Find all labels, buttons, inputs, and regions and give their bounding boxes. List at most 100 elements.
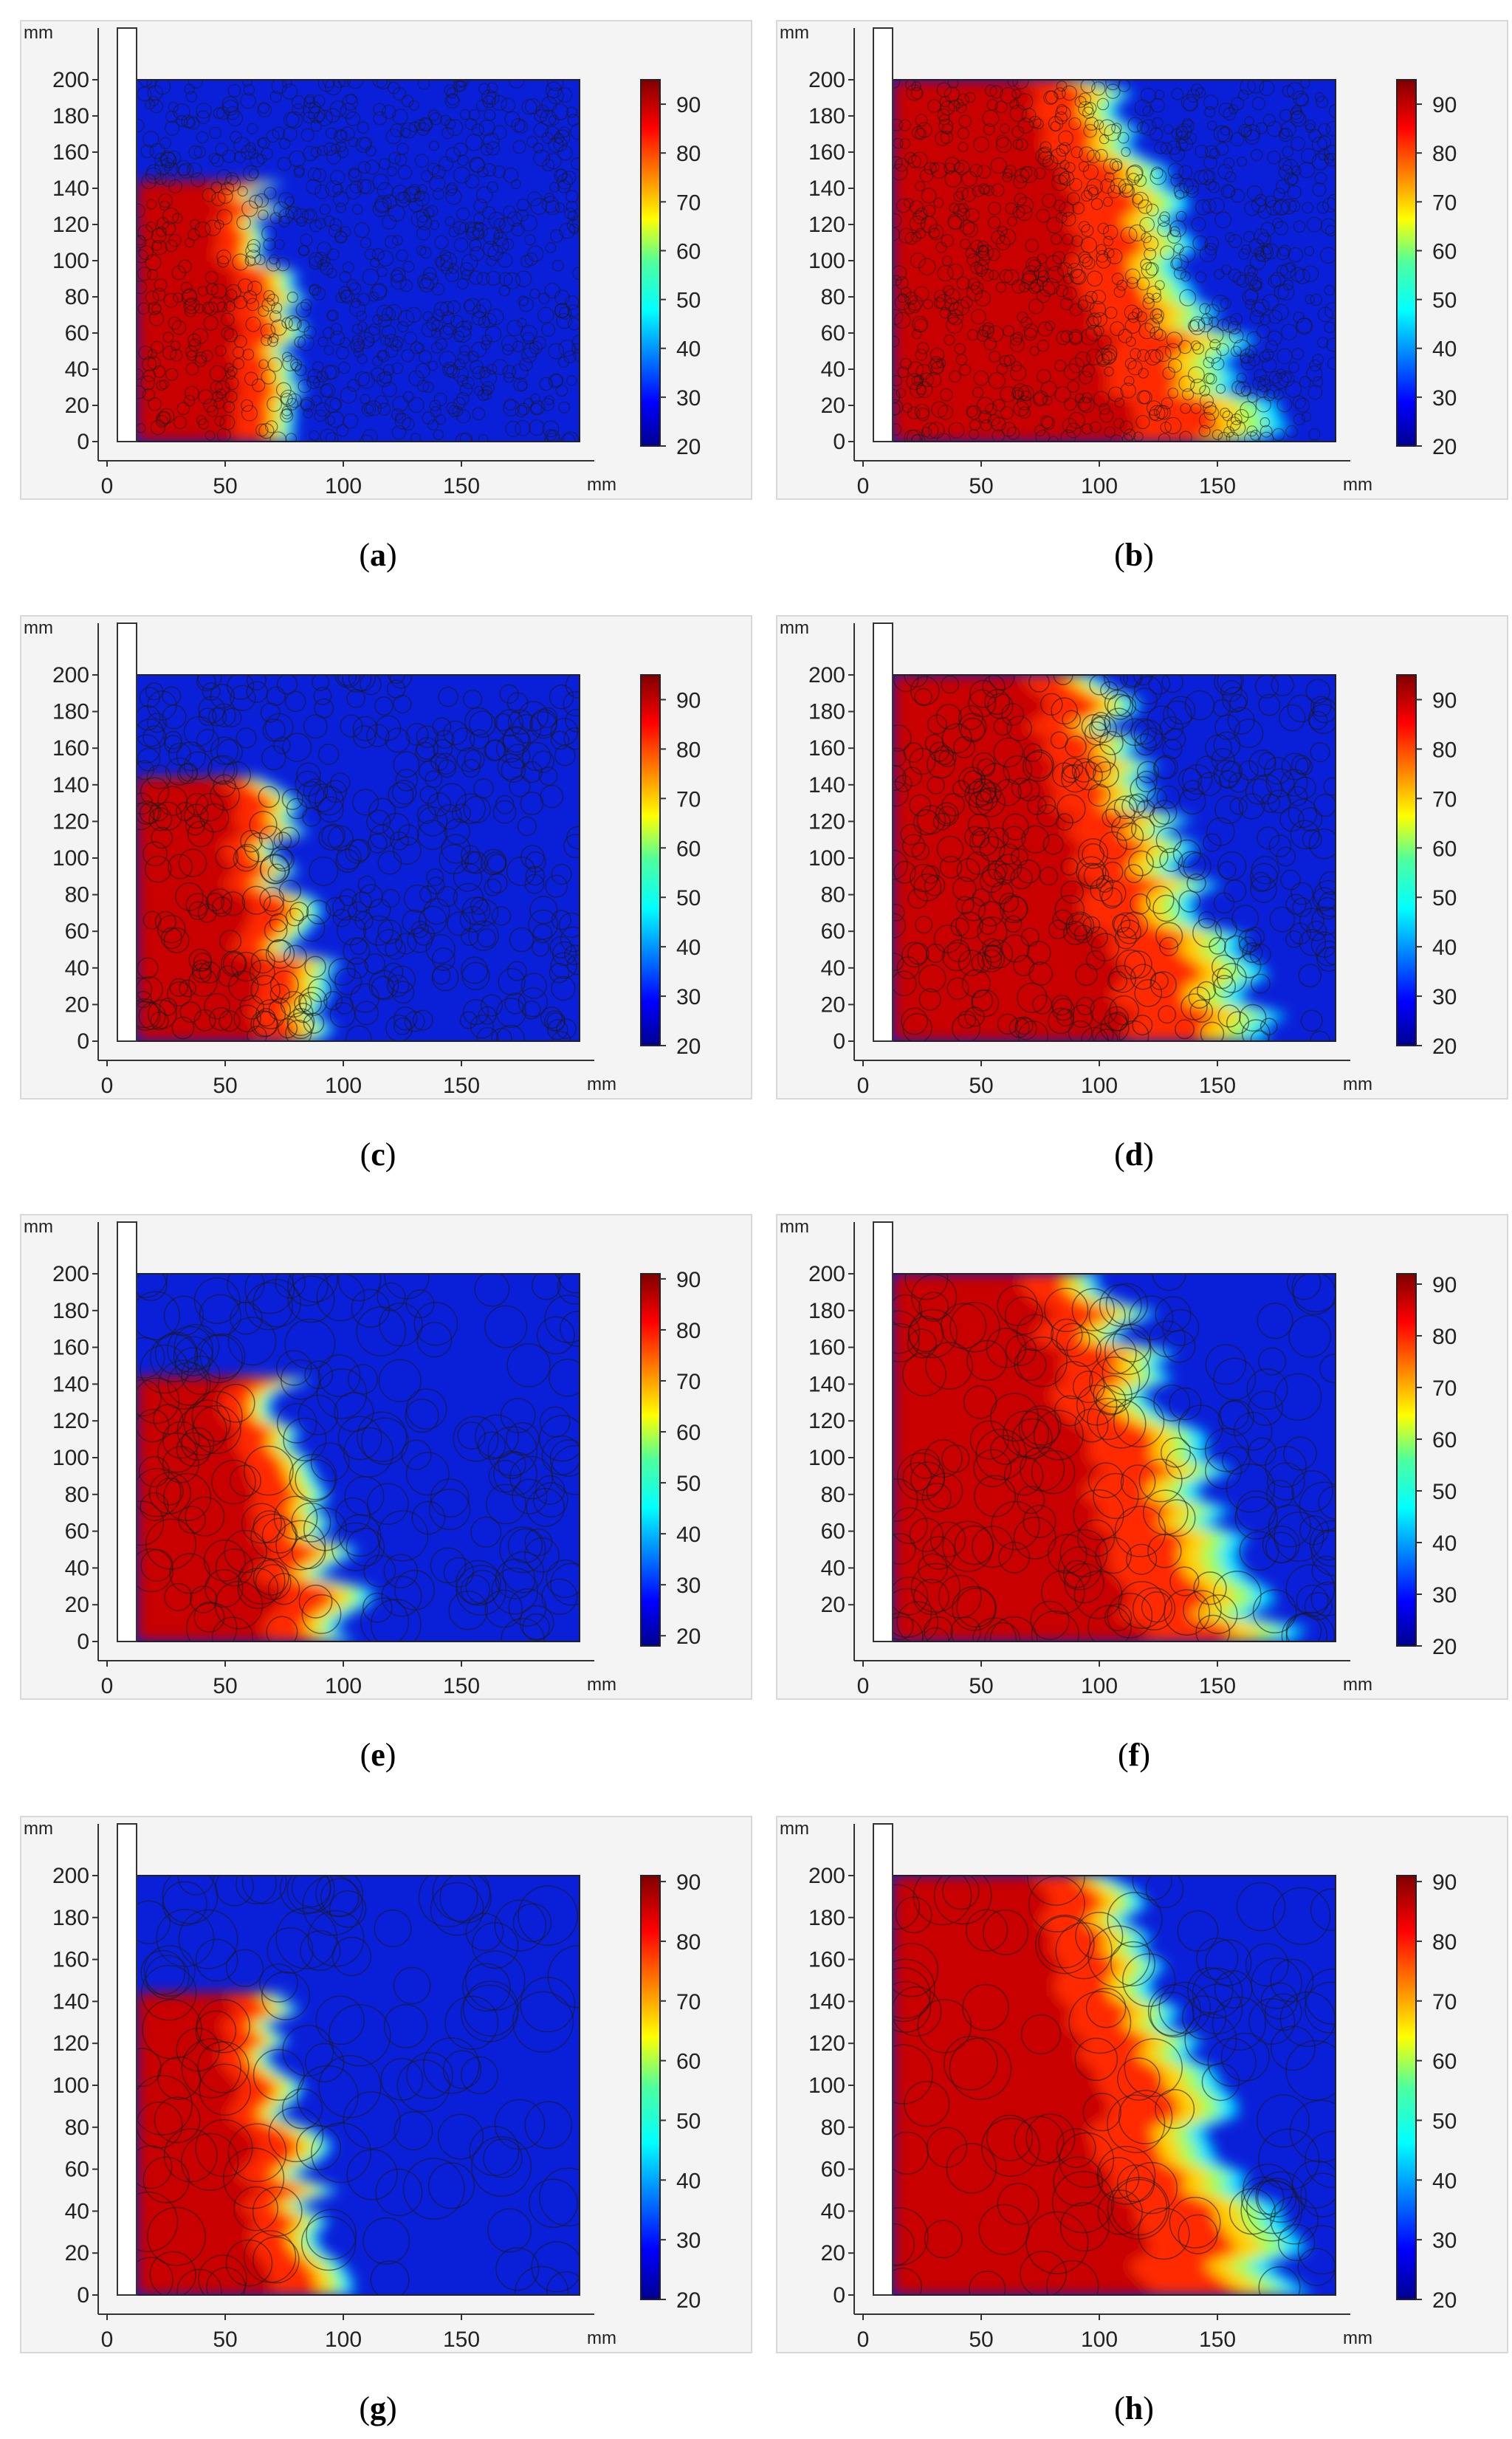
- temperature-field: [893, 80, 1336, 442]
- x-tick-label: 0: [857, 1674, 870, 1698]
- colorbar-tick-label: 90: [676, 688, 701, 713]
- y-tick-label: 60: [65, 919, 89, 944]
- y-tick-label: 160: [808, 1336, 845, 1360]
- x-tick-label: 50: [969, 1674, 993, 1698]
- y-tick-label: 140: [808, 1372, 845, 1396]
- y-tick-label: 180: [808, 700, 845, 724]
- colorbar-tick-label: 30: [676, 386, 701, 411]
- colorbar-tick-label: 40: [676, 1523, 701, 1547]
- y-tick-label: 100: [52, 2073, 89, 2098]
- x-tick-label: 0: [857, 1074, 870, 1098]
- y-tick-label: 200: [808, 68, 845, 92]
- y-tick-label: 20: [65, 992, 89, 1017]
- x-unit-label: mm: [1343, 1675, 1372, 1695]
- y-unit-label: mm: [24, 1819, 53, 1839]
- y-tick-label: 20: [65, 1593, 89, 1617]
- temperature-field: [137, 80, 580, 442]
- panel-caption: (h): [1114, 2390, 1154, 2426]
- y-tick-label: 0: [833, 430, 845, 454]
- y-tick-label: 140: [52, 1372, 89, 1396]
- y-tick-label: 40: [65, 357, 89, 382]
- colorbar-tick-label: 90: [1432, 1273, 1457, 1297]
- y-tick-label: 40: [65, 956, 89, 981]
- y-tick-label: 140: [52, 176, 89, 201]
- particles: [137, 675, 580, 1041]
- y-tick-label: 160: [52, 1948, 89, 1972]
- y-tick-label: 180: [808, 1299, 845, 1323]
- x-unit-label: mm: [1343, 1074, 1372, 1094]
- colorbar-tick-label: 70: [676, 1990, 701, 2014]
- temperature-field: [893, 1274, 1336, 1642]
- x-tick-label: 100: [1081, 1074, 1118, 1098]
- colorbar-tick-label: 40: [676, 936, 701, 960]
- colorbar-tick-label: 70: [1432, 191, 1457, 215]
- y-tick-label: 180: [808, 1906, 845, 1930]
- colorbar-tick-label: 80: [1432, 142, 1457, 166]
- x-unit-label: mm: [587, 1675, 616, 1695]
- panel-caption: (a): [359, 537, 396, 573]
- y-tick-label: 0: [77, 2283, 89, 2308]
- wall: [117, 622, 137, 1042]
- y-tick-label: 0: [77, 1029, 89, 1054]
- y-tick-label: 140: [52, 1989, 89, 2014]
- y-tick-label: 160: [52, 140, 89, 165]
- particles: [893, 80, 1336, 442]
- y-tick-label: 40: [821, 357, 845, 382]
- colorbar: [1397, 1274, 1416, 1646]
- colorbar-tick-label: 50: [676, 1472, 701, 1496]
- panel-g: 0 20 40 60 80 100 120 140 160 180 200 0 50 100 150 mm mm…: [20, 1816, 752, 2426]
- y-tick-label: 180: [52, 1299, 89, 1323]
- colorbar-tick-label: 70: [676, 787, 701, 812]
- y-unit-label: mm: [780, 618, 809, 638]
- x-tick-label: 0: [101, 474, 114, 498]
- y-unit-label: mm: [24, 1217, 53, 1237]
- y-tick-label: 100: [52, 1446, 89, 1470]
- y-tick-label: 180: [808, 104, 845, 128]
- colorbar-tick-label: 50: [676, 886, 701, 910]
- y-tick-label: 200: [52, 1262, 89, 1286]
- x-unit-label: mm: [1343, 2328, 1372, 2348]
- panel-d: 0 20 40 60 80 100 120 140 160 180 200 0 50 100 150 mm mm…: [776, 615, 1508, 1173]
- colorbar-tick-label: 80: [1432, 1930, 1457, 1955]
- x-tick-label: 50: [969, 1074, 993, 1098]
- y-tick-label: 140: [808, 176, 845, 201]
- temperature-field: [893, 675, 1336, 1041]
- x-tick-label: 50: [969, 2327, 993, 2352]
- y-tick-label: 160: [808, 140, 845, 165]
- colorbar-tick-label: 70: [676, 191, 701, 215]
- colorbar-tick-label: 80: [676, 738, 701, 762]
- wall: [117, 27, 137, 442]
- x-tick-label: 0: [857, 474, 870, 498]
- x-tick-label: 150: [443, 2327, 480, 2352]
- colorbar-tick-label: 80: [1432, 1325, 1457, 1349]
- colorbar-tick-label: 40: [676, 337, 701, 362]
- colorbar-tick-label: 50: [1432, 2109, 1457, 2133]
- y-tick-label: 160: [52, 736, 89, 761]
- temperature-field: [137, 1876, 580, 2295]
- y-tick-label: 100: [808, 846, 845, 871]
- y-tick-label: 20: [821, 1593, 845, 1617]
- colorbar-tick-label: 40: [676, 2169, 701, 2193]
- colorbar-tick-label: 60: [1432, 1428, 1457, 1452]
- colorbar-tick-label: 60: [1432, 837, 1457, 861]
- colorbar-tick-label: 50: [676, 2109, 701, 2133]
- y-tick-label: 60: [65, 321, 89, 346]
- particles: [893, 1274, 1336, 1642]
- particles: [137, 80, 580, 442]
- panel-caption: (g): [359, 2390, 396, 2426]
- y-tick-label: 160: [52, 1336, 89, 1360]
- wall: [873, 1221, 893, 1642]
- colorbar: [641, 80, 660, 446]
- colorbar-tick-label: 90: [676, 1268, 701, 1292]
- y-tick-label: 100: [52, 249, 89, 273]
- colorbar-tick-label: 20: [676, 1035, 701, 1059]
- y-tick-label: 200: [52, 68, 89, 92]
- colorbar-tick-label: 70: [1432, 1376, 1457, 1401]
- x-tick-label: 0: [101, 1674, 114, 1698]
- colorbar: [1397, 1876, 1416, 2299]
- panel-c: 0 20 40 60 80 100 120 140 160 180 200 0 50 100 150 mm mm…: [20, 615, 752, 1173]
- x-tick-label: 50: [213, 474, 237, 498]
- colorbar: [641, 1274, 660, 1646]
- y-tick-label: 200: [52, 663, 89, 687]
- y-tick-label: 20: [65, 2241, 89, 2265]
